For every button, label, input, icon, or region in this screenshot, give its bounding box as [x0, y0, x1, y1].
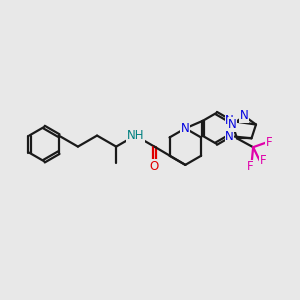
Text: N: N — [225, 130, 234, 142]
Text: N: N — [181, 122, 190, 135]
Text: N: N — [240, 110, 249, 122]
Text: F: F — [266, 136, 272, 149]
Text: F: F — [260, 154, 266, 167]
Text: NH: NH — [127, 129, 144, 142]
Text: O: O — [150, 160, 159, 173]
Text: N: N — [228, 118, 237, 131]
Text: F: F — [247, 160, 253, 173]
Text: N: N — [225, 114, 234, 127]
